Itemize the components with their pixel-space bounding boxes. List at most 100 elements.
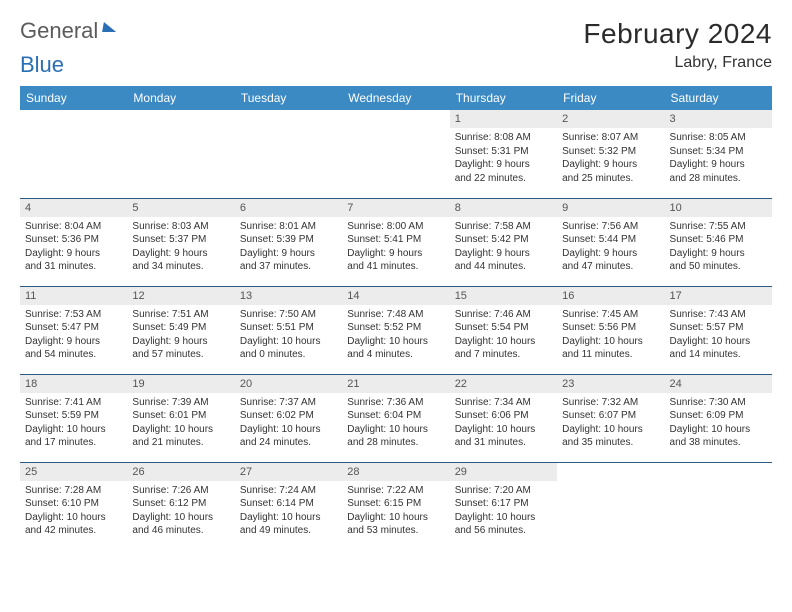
day-number: 25 [20, 463, 127, 481]
day-details: Sunrise: 8:07 AMSunset: 5:32 PMDaylight:… [557, 128, 664, 189]
title-block: February 2024 Labry, France [583, 18, 772, 72]
sunset-text: Sunset: 6:10 PM [25, 497, 122, 511]
daylight-text-2: and 57 minutes. [132, 348, 229, 362]
day-details: Sunrise: 7:26 AMSunset: 6:12 PMDaylight:… [127, 481, 234, 542]
calendar-day-cell: 24Sunrise: 7:30 AMSunset: 6:09 PMDayligh… [665, 374, 772, 462]
calendar-day-cell: 14Sunrise: 7:48 AMSunset: 5:52 PMDayligh… [342, 286, 449, 374]
daylight-text-2: and 4 minutes. [347, 348, 444, 362]
sunset-text: Sunset: 5:41 PM [347, 233, 444, 247]
calendar-day-cell: 27Sunrise: 7:24 AMSunset: 6:14 PMDayligh… [235, 462, 342, 550]
day-details: Sunrise: 7:51 AMSunset: 5:49 PMDaylight:… [127, 305, 234, 366]
daylight-text-2: and 41 minutes. [347, 260, 444, 274]
daylight-text-2: and 31 minutes. [25, 260, 122, 274]
calendar-body: ........1Sunrise: 8:08 AMSunset: 5:31 PM… [20, 110, 772, 550]
day-number: 22 [450, 375, 557, 393]
sunset-text: Sunset: 6:06 PM [455, 409, 552, 423]
weekday-header: Saturday [665, 86, 772, 110]
sunrise-text: Sunrise: 7:24 AM [240, 484, 337, 498]
calendar-day-cell: 29Sunrise: 7:20 AMSunset: 6:17 PMDayligh… [450, 462, 557, 550]
day-number: 5 [127, 199, 234, 217]
calendar-day-cell: .. [665, 462, 772, 550]
sunrise-text: Sunrise: 7:53 AM [25, 308, 122, 322]
sunset-text: Sunset: 5:34 PM [670, 145, 767, 159]
daylight-text: Daylight: 10 hours [455, 423, 552, 437]
daylight-text: Daylight: 10 hours [240, 335, 337, 349]
daylight-text-2: and 22 minutes. [455, 172, 552, 186]
sunrise-text: Sunrise: 7:30 AM [670, 396, 767, 410]
sunset-text: Sunset: 5:56 PM [562, 321, 659, 335]
sunrise-text: Sunrise: 8:01 AM [240, 220, 337, 234]
daylight-text-2: and 46 minutes. [132, 524, 229, 538]
calendar-day-cell: 26Sunrise: 7:26 AMSunset: 6:12 PMDayligh… [127, 462, 234, 550]
day-details: Sunrise: 7:50 AMSunset: 5:51 PMDaylight:… [235, 305, 342, 366]
day-number: 21 [342, 375, 449, 393]
daylight-text-2: and 38 minutes. [670, 436, 767, 450]
calendar-day-cell: 5Sunrise: 8:03 AMSunset: 5:37 PMDaylight… [127, 198, 234, 286]
daylight-text-2: and 49 minutes. [240, 524, 337, 538]
daylight-text: Daylight: 9 hours [670, 158, 767, 172]
calendar-day-cell: 22 Sunrise: 7:34 AMSunset: 6:06 PMDayligh… [450, 374, 557, 462]
day-details: Sunrise: 7:24 AMSunset: 6:14 PMDaylight:… [235, 481, 342, 542]
daylight-text-2: and 24 minutes. [240, 436, 337, 450]
sunrise-text: Sunrise: 7:26 AM [132, 484, 229, 498]
brand-mark-icon [102, 22, 118, 32]
sunrise-text: Sunrise: 7:34 AM [455, 396, 552, 410]
daylight-text-2: and 7 minutes. [455, 348, 552, 362]
day-number: 26 [127, 463, 234, 481]
day-number: 23 [557, 375, 664, 393]
sunset-text: Sunset: 6:07 PM [562, 409, 659, 423]
day-details: Sunrise: 7:58 AMSunset: 5:42 PMDaylight:… [450, 217, 557, 278]
calendar-day-cell: 6Sunrise: 8:01 AMSunset: 5:39 PMDaylight… [235, 198, 342, 286]
calendar-day-cell: 17Sunrise: 7:43 AMSunset: 5:57 PMDayligh… [665, 286, 772, 374]
page-subtitle: Labry, France [583, 54, 772, 72]
calendar-table: SundayMondayTuesdayWednesdayThursdayFrid… [20, 86, 772, 550]
day-number: 14 [342, 287, 449, 305]
brand-word-1: General [20, 18, 98, 44]
sunset-text: Sunset: 6:14 PM [240, 497, 337, 511]
sunset-text: Sunset: 5:49 PM [132, 321, 229, 335]
day-number: 19 [127, 375, 234, 393]
daylight-text: Daylight: 9 hours [455, 158, 552, 172]
day-number: 13 [235, 287, 342, 305]
weekday-header: Sunday [20, 86, 127, 110]
day-details: Sunrise: 7:53 AMSunset: 5:47 PMDaylight:… [20, 305, 127, 366]
sunset-text: Sunset: 6:01 PM [132, 409, 229, 423]
calendar-day-cell: .. [127, 110, 234, 198]
calendar-day-cell: 25Sunrise: 7:28 AMSunset: 6:10 PMDayligh… [20, 462, 127, 550]
sunrise-text: Sunrise: 7:36 AM [347, 396, 444, 410]
day-details: Sunrise: 7:32 AMSunset: 6:07 PMDaylight:… [557, 393, 664, 454]
day-number: 10 [665, 199, 772, 217]
day-details: Sunrise: 7:56 AMSunset: 5:44 PMDaylight:… [557, 217, 664, 278]
calendar-day-cell: 16Sunrise: 7:45 AMSunset: 5:56 PMDayligh… [557, 286, 664, 374]
daylight-text: Daylight: 10 hours [347, 511, 444, 525]
daylight-text-2: and 17 minutes. [25, 436, 122, 450]
day-number: 7 [342, 199, 449, 217]
sunrise-text: Sunrise: 7:41 AM [25, 396, 122, 410]
weekday-header: Wednesday [342, 86, 449, 110]
sunset-text: Sunset: 6:09 PM [670, 409, 767, 423]
daylight-text-2: and 37 minutes. [240, 260, 337, 274]
day-details: Sunrise: 7:30 AMSunset: 6:09 PMDaylight:… [665, 393, 772, 454]
sunrise-text: Sunrise: 8:00 AM [347, 220, 444, 234]
sunset-text: Sunset: 5:54 PM [455, 321, 552, 335]
calendar-day-cell: .. [235, 110, 342, 198]
day-number: 1 [450, 110, 557, 128]
sunrise-text: Sunrise: 7:28 AM [25, 484, 122, 498]
daylight-text-2: and 47 minutes. [562, 260, 659, 274]
calendar-day-cell: 13Sunrise: 7:50 AMSunset: 5:51 PMDayligh… [235, 286, 342, 374]
daylight-text: Daylight: 10 hours [347, 423, 444, 437]
daylight-text: Daylight: 10 hours [562, 423, 659, 437]
calendar-day-cell: 23Sunrise: 7:32 AMSunset: 6:07 PMDayligh… [557, 374, 664, 462]
daylight-text-2: and 54 minutes. [25, 348, 122, 362]
sunrise-text: Sunrise: 7:32 AM [562, 396, 659, 410]
daylight-text: Daylight: 9 hours [25, 247, 122, 261]
day-number: 17 [665, 287, 772, 305]
day-details: Sunrise: 8:00 AMSunset: 5:41 PMDaylight:… [342, 217, 449, 278]
day-number: 15 [450, 287, 557, 305]
day-number: 12 [127, 287, 234, 305]
calendar-day-cell: 7Sunrise: 8:00 AMSunset: 5:41 PMDaylight… [342, 198, 449, 286]
daylight-text: Daylight: 9 hours [240, 247, 337, 261]
sunrise-text: Sunrise: 7:58 AM [455, 220, 552, 234]
day-number: 16 [557, 287, 664, 305]
sunrise-text: Sunrise: 8:03 AM [132, 220, 229, 234]
